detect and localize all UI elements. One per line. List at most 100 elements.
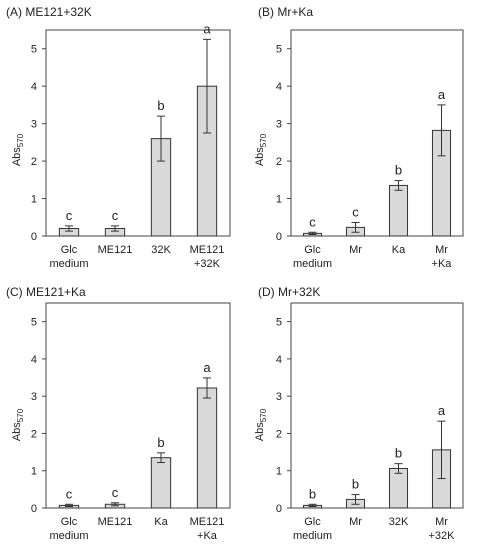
plot-frame <box>45 29 231 237</box>
y-tick-label: 3 <box>31 391 37 403</box>
category-label-line: medium <box>293 530 332 542</box>
bar <box>388 467 409 509</box>
y-tick-label: 2 <box>31 428 37 440</box>
y-tick-label: 5 <box>276 317 282 329</box>
category-label: Ka <box>392 244 406 256</box>
category-label-line: medium <box>293 258 332 270</box>
y-axis-label-main: Abs <box>254 147 266 166</box>
y-axis-label-main: Abs <box>11 147 23 166</box>
significance-label: b <box>309 486 316 501</box>
y-axis-label-sub: 570 <box>259 133 268 147</box>
bar <box>196 387 218 509</box>
category-label: 32K <box>151 244 171 256</box>
panel-c: (C) ME121+Ka 0 1 2 3 4 5 Abs570 c Glc medium c ME121… <box>6 285 231 542</box>
significance-label: c <box>112 485 119 500</box>
plot-frame <box>290 29 464 237</box>
y-tick-label: 4 <box>31 81 37 93</box>
category-label-line: ME121 <box>190 244 225 256</box>
category-label: Mr <box>349 516 362 528</box>
panel-title: (A) ME121+32K <box>6 5 92 19</box>
significance-label: c <box>112 208 119 223</box>
panel-title: (D) Mr+32K <box>258 285 320 299</box>
significance-label: c <box>309 214 316 229</box>
y-tick-label: 2 <box>276 156 282 168</box>
y-axis-label: Abs570 <box>254 133 268 166</box>
category-label: Mr +Ka <box>432 244 453 270</box>
y-tick-label: 4 <box>31 354 37 366</box>
category-label-line: Ka <box>154 516 168 528</box>
panel-a: (A) ME121+32K 0 1 2 3 4 5 Abs570 c Glc medium c ME12… <box>6 5 231 270</box>
category-label: ME121 <box>98 244 133 256</box>
y-tick-label: 5 <box>31 44 37 56</box>
significance-label: c <box>352 205 359 220</box>
plot-frame <box>290 302 464 509</box>
y-tick-label: 0 <box>31 503 37 515</box>
y-tick-label: 0 <box>276 503 282 515</box>
category-label-line: Mr <box>349 516 362 528</box>
category-label-line: 32K <box>151 244 171 256</box>
significance-label: b <box>352 477 359 492</box>
category-label: Glc medium <box>49 516 88 542</box>
panel-b: (B) Mr+Ka 0 1 2 3 4 5 Abs570 c Glc medium c Mr b Ka a Mr… <box>254 5 464 270</box>
panel-d: (D) Mr+32K 0 1 2 3 4 5 Abs570 b Glc medium b Mr b 32K a… <box>254 285 464 542</box>
category-label-line: Glc <box>304 516 321 528</box>
bar <box>150 457 172 509</box>
category-label-line: Glc <box>304 244 321 256</box>
category-label: Glc medium <box>49 244 88 270</box>
category-label: 32K <box>389 516 409 528</box>
y-axis-label-sub: 570 <box>259 408 268 422</box>
significance-label: a <box>438 87 446 102</box>
category-label-line: ME121 <box>190 516 225 528</box>
category-label: Mr <box>349 244 362 256</box>
category-label-line: +32K <box>194 258 221 270</box>
category-label-line: Mr <box>349 244 362 256</box>
y-tick-label: 0 <box>31 231 37 243</box>
category-label-line: medium <box>49 258 88 270</box>
significance-label: a <box>203 360 211 375</box>
category-label-line: Glc <box>61 244 78 256</box>
category-label-line: Glc <box>61 516 78 528</box>
significance-label: a <box>438 403 446 418</box>
y-tick-label: 1 <box>276 466 282 478</box>
category-label-line: +Ka <box>432 258 453 270</box>
panel-title: (B) Mr+Ka <box>258 5 313 19</box>
category-label-line: ME121 <box>98 516 133 528</box>
y-axis-label-sub: 570 <box>16 408 25 422</box>
category-label: ME121 +32K <box>190 244 225 270</box>
y-tick-label: 1 <box>31 194 37 206</box>
y-axis-label: Abs570 <box>254 408 268 441</box>
plot-frame <box>45 302 231 509</box>
y-tick-label: 3 <box>276 119 282 131</box>
significance-label: b <box>157 435 164 450</box>
category-label: Glc medium <box>293 244 332 270</box>
category-label: Mr +32K <box>429 516 456 542</box>
y-axis-label-main: Abs <box>254 422 266 441</box>
significance-label: b <box>157 98 164 113</box>
y-tick-label: 0 <box>276 231 282 243</box>
category-label-line: +32K <box>429 530 456 542</box>
y-tick-label: 1 <box>276 194 282 206</box>
y-tick-label: 2 <box>31 156 37 168</box>
category-label: Glc medium <box>293 516 332 542</box>
y-tick-label: 5 <box>276 44 282 56</box>
y-tick-label: 2 <box>276 428 282 440</box>
category-label-line: 32K <box>389 516 409 528</box>
y-axis-label: Abs570 <box>11 408 25 441</box>
category-label-line: Ka <box>392 244 406 256</box>
y-tick-label: 4 <box>276 354 282 366</box>
significance-label: b <box>395 446 402 461</box>
category-label-line: ME121 <box>98 244 133 256</box>
y-axis-label: Abs570 <box>11 133 25 166</box>
category-label: Ka <box>154 516 168 528</box>
category-label-line: medium <box>49 530 88 542</box>
y-tick-label: 5 <box>31 317 37 329</box>
significance-label: c <box>66 486 73 501</box>
y-tick-label: 4 <box>276 81 282 93</box>
significance-label: c <box>66 208 73 223</box>
category-label-line: Mr <box>435 244 448 256</box>
category-label: ME121 <box>98 516 133 528</box>
category-label-line: Mr <box>435 516 448 528</box>
category-label: ME121 +Ka <box>190 516 225 542</box>
bar <box>388 184 409 237</box>
